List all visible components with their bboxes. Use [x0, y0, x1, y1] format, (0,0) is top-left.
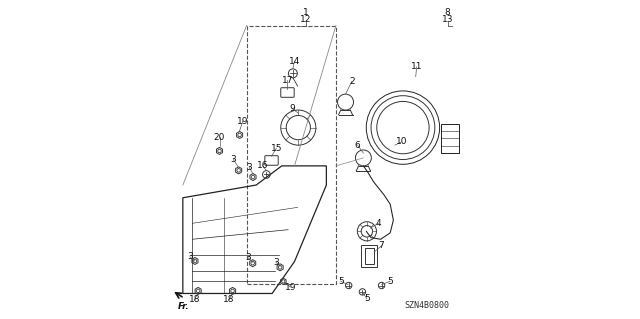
Text: 19: 19: [237, 117, 248, 126]
Text: 12: 12: [300, 15, 311, 24]
Text: 7: 7: [379, 241, 385, 250]
Text: 17: 17: [282, 76, 293, 85]
Text: 19: 19: [285, 283, 296, 292]
Text: 2: 2: [349, 77, 355, 86]
Text: 10: 10: [396, 137, 407, 146]
Text: 3: 3: [246, 163, 252, 172]
Text: 3: 3: [230, 155, 236, 164]
Text: 8: 8: [445, 8, 451, 17]
Text: 6: 6: [355, 141, 360, 150]
Bar: [362, 245, 378, 267]
Text: 1: 1: [303, 8, 308, 17]
Text: 5: 5: [387, 277, 393, 286]
Text: 16: 16: [257, 161, 268, 170]
Text: 5: 5: [338, 277, 344, 286]
Text: 18: 18: [189, 295, 200, 304]
Text: 15: 15: [271, 144, 282, 153]
Bar: [441, 124, 459, 153]
Bar: [365, 248, 374, 264]
Text: 3: 3: [245, 253, 251, 262]
Text: 20: 20: [214, 133, 225, 142]
Text: Fr.: Fr.: [178, 302, 189, 311]
Text: 3: 3: [273, 258, 279, 267]
Text: 9: 9: [289, 104, 295, 113]
Text: SZN4B0800: SZN4B0800: [404, 301, 449, 310]
Text: 11: 11: [411, 63, 422, 71]
Text: 3: 3: [187, 252, 193, 261]
Text: 13: 13: [442, 15, 453, 24]
Text: 14: 14: [289, 57, 300, 66]
Text: 4: 4: [376, 219, 381, 228]
Text: 18: 18: [223, 295, 234, 304]
Text: 5: 5: [364, 294, 370, 303]
